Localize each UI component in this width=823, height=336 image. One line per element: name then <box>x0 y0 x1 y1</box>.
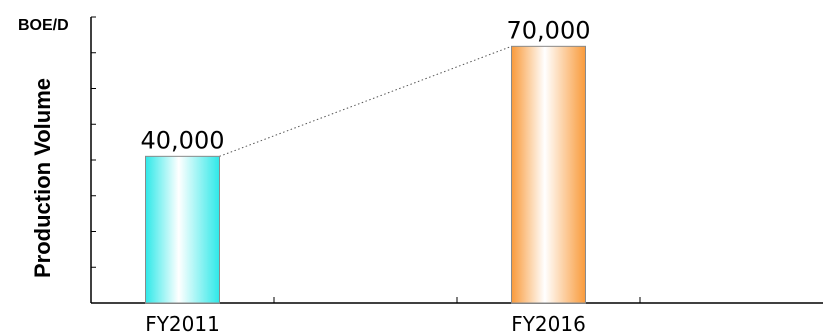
category-label: FY2016 <box>511 312 586 336</box>
y-unit-label: BOE/D <box>18 17 69 34</box>
bars <box>145 45 586 304</box>
connector-layer <box>219 45 512 157</box>
data-label: 40,000 <box>141 126 225 154</box>
y-axis-title: Production Volume <box>30 78 55 278</box>
labels: 40,000 FY2011 70,000 FY2016 <box>141 16 591 336</box>
bar-fy2011 <box>145 155 220 304</box>
bar-fy2016 <box>511 45 586 304</box>
category-label: FY2011 <box>145 312 220 336</box>
data-label: 70,000 <box>507 16 591 44</box>
growth-connector-line <box>219 45 512 157</box>
